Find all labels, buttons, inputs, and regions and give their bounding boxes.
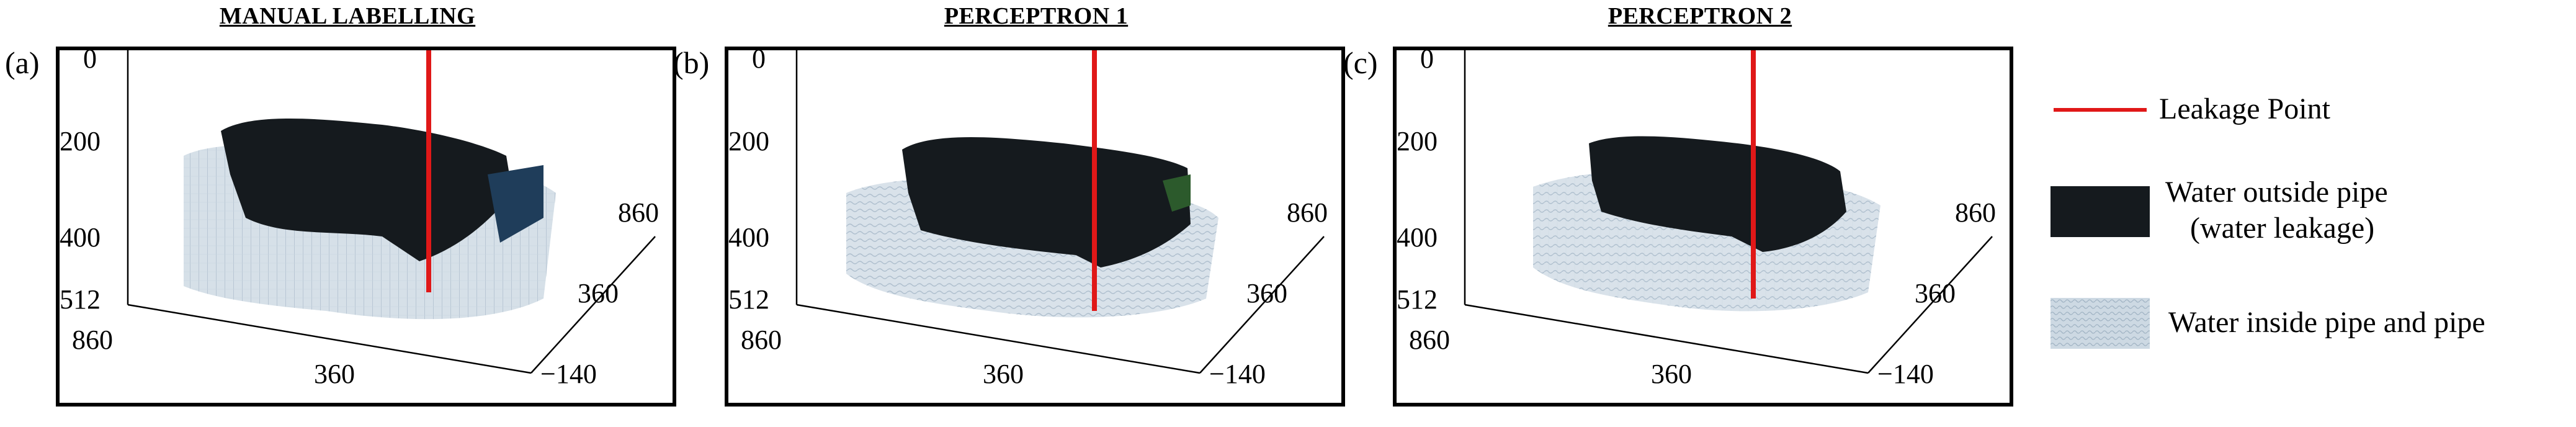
tick-label: 360 (1915, 278, 1956, 308)
water-outside-swatch (2051, 186, 2150, 237)
volume-render (795, 50, 1325, 374)
legend-label: Water inside pipe and pipe (2168, 306, 2485, 339)
tick-label: 860 (1955, 197, 1996, 228)
tick-label: 0 (752, 47, 766, 74)
tick-label: 360 (1246, 278, 1287, 308)
depth-axis-left (127, 303, 532, 374)
tick-label: 860 (741, 325, 782, 355)
water-outside-region (221, 119, 512, 261)
legend-label: Leakage Point (2159, 92, 2330, 125)
tick-label: 860 (618, 197, 659, 228)
tick-label: −140 (1877, 359, 1934, 389)
tick-label: 360 (578, 278, 619, 308)
volume-render (1464, 50, 1993, 374)
tick-label: 400 (1397, 222, 1438, 253)
tick-label: 360 (1651, 359, 1692, 389)
panel-title: PERCEPTRON 2 (1608, 3, 1792, 29)
tick-label: −140 (540, 359, 597, 389)
panel-letter: (a) (5, 45, 40, 80)
tick-label: 360 (983, 359, 1024, 389)
tick-label: 860 (1287, 197, 1328, 228)
tick-label: 860 (72, 325, 113, 355)
tick-label: 512 (728, 284, 769, 315)
depth-axis-right (1867, 236, 1993, 374)
plot-frame: 0 200 400 512 860 360 860 360 −140 (1393, 47, 2013, 407)
depth-axis-left (1464, 303, 1869, 374)
tick-label: 360 (314, 359, 355, 389)
depth-axis-left (796, 303, 1201, 374)
tick-label: 200 (60, 126, 101, 156)
panel-title: MANUAL LABELLING (219, 3, 476, 29)
panel-title: PERCEPTRON 1 (944, 3, 1129, 29)
leakage-line-swatch (2054, 108, 2147, 112)
depth-axis-right (530, 236, 656, 374)
legend-label: Water outside pipe (2165, 176, 2388, 209)
water-outside-region (902, 137, 1191, 267)
tick-label: 0 (1420, 47, 1434, 74)
plot-frame: 0 200 400 512 860 360 860 360 −140 (725, 47, 1345, 407)
pipe-end (488, 165, 543, 243)
tick-label: 400 (60, 222, 101, 253)
panel-letter: (c) (1343, 45, 1378, 80)
water-inside-swatch (2051, 298, 2150, 349)
tick-label: 0 (83, 47, 97, 74)
tick-label: −140 (1209, 359, 1266, 389)
pipe-end (1163, 174, 1191, 212)
panel-letter: (b) (673, 45, 710, 80)
tick-label: 200 (1397, 126, 1438, 156)
depth-axis-right (1199, 236, 1325, 374)
legend-label: (water leakage) (2190, 212, 2375, 245)
volume-render (127, 50, 656, 374)
tick-label: 512 (1397, 284, 1438, 315)
tick-label: 400 (728, 222, 769, 253)
plot-frame: 0 200 400 512 860 360 860 360 −140 (56, 47, 676, 407)
tick-label: 200 (728, 126, 769, 156)
water-outside-region (1589, 136, 1846, 252)
tick-label: 512 (60, 284, 101, 315)
tick-label: 860 (1409, 325, 1450, 355)
